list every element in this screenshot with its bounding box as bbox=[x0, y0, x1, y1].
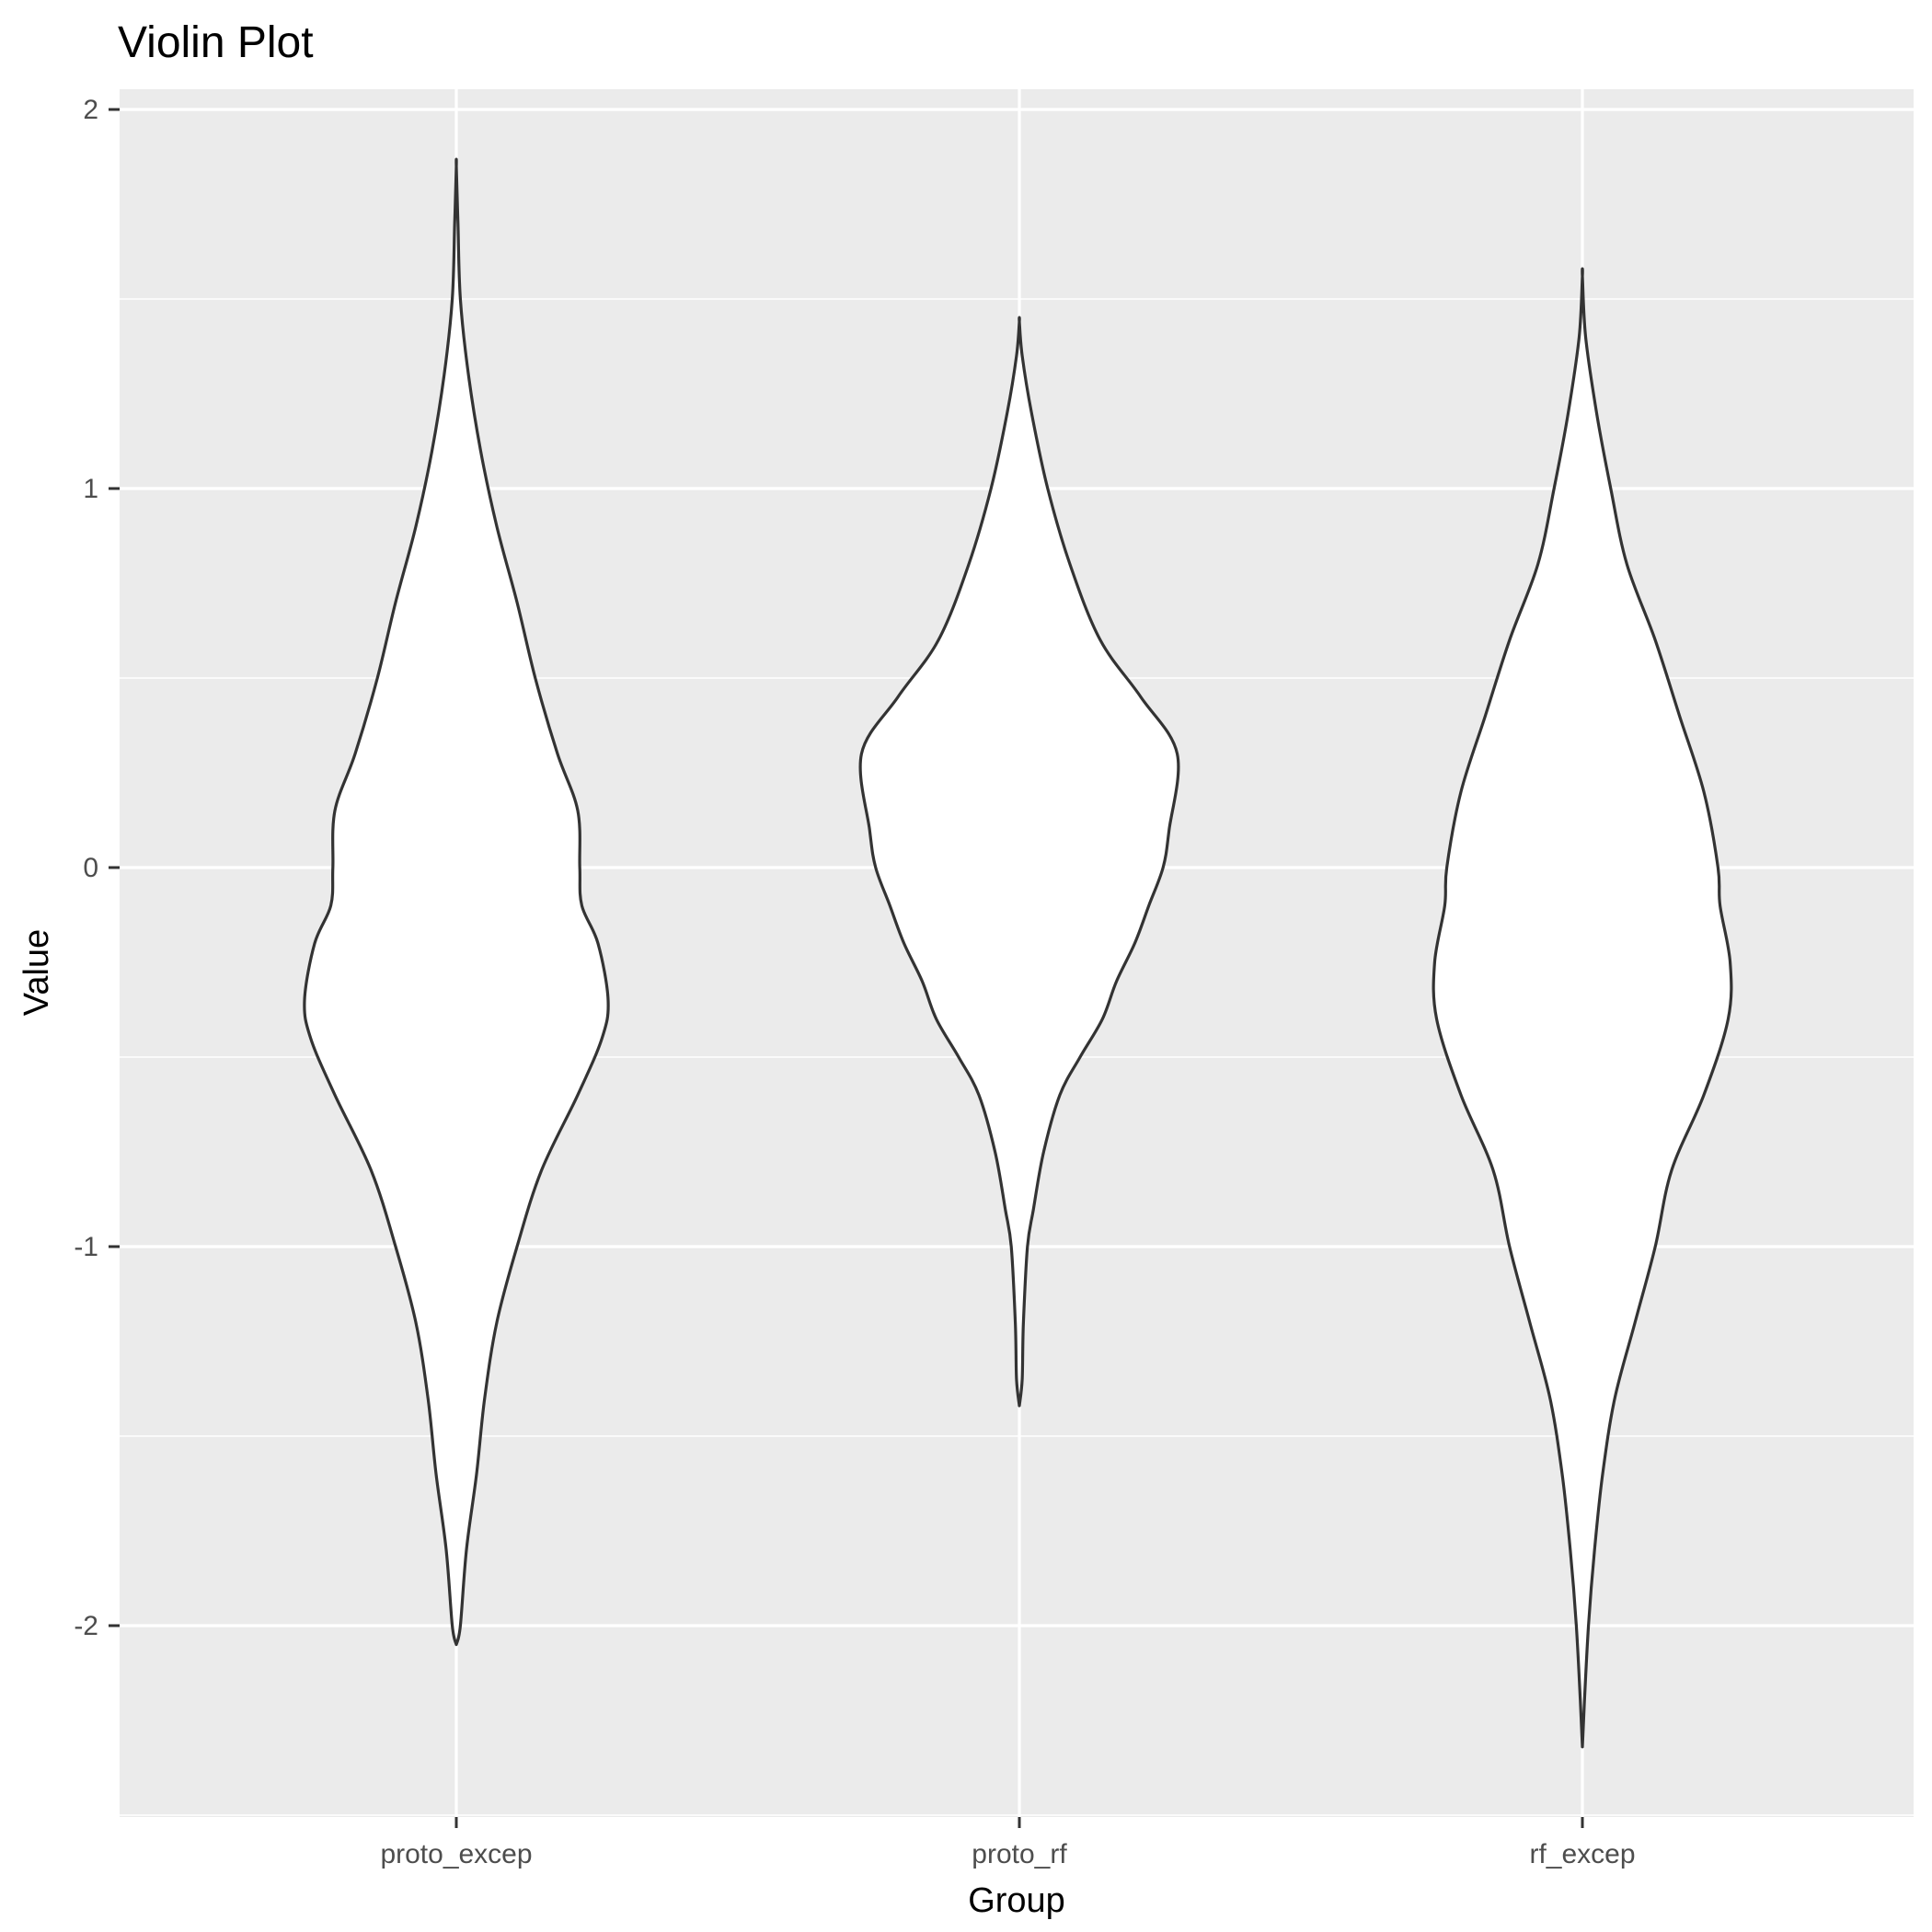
x-axis-title: Group bbox=[968, 1881, 1065, 1920]
violins bbox=[303, 157, 1733, 1749]
violin-proto-excep bbox=[303, 157, 610, 1647]
y-axis-title: Value bbox=[17, 929, 56, 1016]
x-tick-label: proto_excep bbox=[380, 1839, 532, 1869]
y-tick-label: -1 bbox=[74, 1232, 98, 1262]
x-tick-label: rf_excep bbox=[1529, 1839, 1635, 1869]
chart-title: Violin Plot bbox=[118, 18, 314, 67]
axes: -2 -1 0 1 2 proto_excep proto_rf rf_excep bbox=[74, 95, 1635, 1869]
y-tick-label: 0 bbox=[83, 853, 98, 883]
y-tick-label: 2 bbox=[83, 95, 98, 125]
violin-rf-excep bbox=[1432, 267, 1733, 1749]
violin-proto-rf bbox=[858, 316, 1180, 1408]
x-tick-label: proto_rf bbox=[972, 1839, 1067, 1869]
y-tick-label: -2 bbox=[74, 1611, 98, 1641]
y-tick-label: 1 bbox=[83, 474, 98, 504]
